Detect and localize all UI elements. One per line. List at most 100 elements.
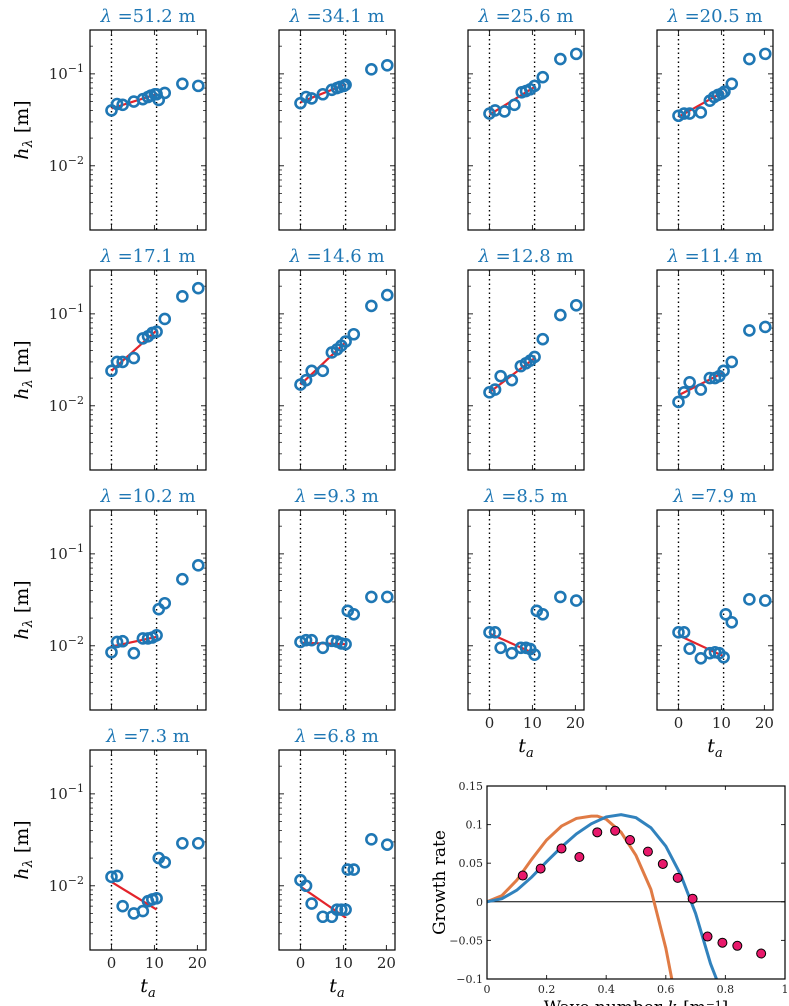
x-tick-label: 1 xyxy=(782,983,789,996)
data-point xyxy=(191,281,205,295)
y-tick-label: 10−1 xyxy=(49,302,84,323)
data-point xyxy=(158,86,172,100)
measured-point xyxy=(574,852,585,863)
data-point xyxy=(339,903,352,916)
y-tick-label: 10−2 xyxy=(49,874,84,895)
measured-point xyxy=(610,825,621,836)
data-point xyxy=(150,628,163,642)
measured-point xyxy=(517,870,528,881)
measured-point xyxy=(625,835,636,846)
x-axis-label: ta xyxy=(518,735,533,761)
panel-title: λ =34.1 m xyxy=(288,6,384,27)
data-point xyxy=(683,375,696,389)
x-axis-label: ta xyxy=(707,735,722,761)
data-point xyxy=(694,106,708,119)
panel-2: λ =34.1 m xyxy=(278,6,396,231)
x-axis-label: ta xyxy=(140,975,155,1001)
data-point xyxy=(677,626,691,639)
x-tick-label: 20 xyxy=(566,714,585,732)
y-tick-label: 0.05 xyxy=(459,857,484,870)
panel-title: λ =17.1 m xyxy=(99,246,195,267)
data-point xyxy=(158,596,172,610)
panel-title: λ =6.8 m xyxy=(294,726,379,747)
y-tick-label: 0.15 xyxy=(459,780,484,793)
data-point xyxy=(718,85,731,98)
panel-frame xyxy=(467,29,585,231)
panel-title: λ =8.5 m xyxy=(483,486,568,507)
y-tick-label: 10−1 xyxy=(49,542,84,563)
y-tick-label: −0.1 xyxy=(456,973,483,986)
data-point xyxy=(554,52,567,66)
measured-point xyxy=(732,940,743,951)
measured-point xyxy=(592,827,603,838)
y-axis-label: hλ [m] xyxy=(11,580,36,639)
data-point xyxy=(330,903,344,916)
data-point xyxy=(758,320,772,334)
x-tick-label: 0.6 xyxy=(657,983,675,996)
data-point xyxy=(152,602,166,616)
data-point xyxy=(347,607,361,621)
x-tick-label: 0.2 xyxy=(538,983,556,996)
x-tick-label: 10 xyxy=(523,714,542,732)
data-point xyxy=(505,646,519,660)
growth-curve-2 xyxy=(487,813,718,979)
panel-8: λ =11.4 m xyxy=(656,246,774,471)
data-point xyxy=(176,836,189,850)
data-point xyxy=(116,634,129,648)
y-axis-label: Growth rate xyxy=(430,830,450,935)
data-point xyxy=(299,879,313,893)
x-tick-label: 20 xyxy=(188,954,207,972)
data-point xyxy=(694,652,708,665)
measured-point xyxy=(756,948,767,959)
panel-title: λ =20.5 m xyxy=(666,6,762,27)
growth-rate-panel: −0.1 −0.05 0 0.05 0.1 0.15 0 0.2 0.4 0.6 0.8 1 Growt… xyxy=(430,780,789,1006)
measured-point xyxy=(535,863,546,874)
x-tick-label: 10 xyxy=(712,714,731,732)
data-point xyxy=(717,364,730,378)
panel-title: λ =7.3 m xyxy=(105,726,190,747)
panel-7: λ =12.8 m xyxy=(467,246,585,471)
data-point xyxy=(488,383,502,396)
data-point xyxy=(554,308,567,322)
y-tick-label: 10−1 xyxy=(49,782,84,803)
data-point xyxy=(305,633,318,647)
x-tick-label: 10 xyxy=(145,954,164,972)
panel-frame xyxy=(656,269,774,471)
x-tick-label: 20 xyxy=(377,954,396,972)
measured-point xyxy=(657,858,668,869)
x-tick-label: 0 xyxy=(107,954,117,972)
data-point xyxy=(110,635,124,649)
panel-frame xyxy=(278,29,396,231)
data-point xyxy=(725,615,739,629)
panel-13: λ =7.3 m 10−2 10−1 0 10 20 hλ [m] ta xyxy=(11,726,207,1001)
data-point xyxy=(347,327,361,341)
data-point xyxy=(743,593,756,606)
panel-5: λ =17.1 m 10−2 10−1 hλ [m] xyxy=(11,246,207,471)
panel-10: λ =9.3 m xyxy=(278,486,396,711)
data-point xyxy=(176,290,189,303)
data-point xyxy=(536,607,550,621)
y-tick-label: 10−1 xyxy=(49,62,84,83)
panel-title: λ =14.6 m xyxy=(288,246,384,267)
measured-point xyxy=(687,893,698,904)
data-point xyxy=(316,641,330,655)
measured-point xyxy=(672,872,683,883)
panel-11: λ =8.5 m 0 10 20 ta xyxy=(467,486,585,761)
data-point xyxy=(176,77,189,91)
panel-title: λ =10.2 m xyxy=(99,486,195,507)
data-point xyxy=(494,641,507,655)
data-point xyxy=(105,645,118,659)
x-tick-label: 20 xyxy=(755,714,774,732)
panel-6: λ =14.6 m xyxy=(278,246,396,471)
data-point xyxy=(136,904,150,918)
panel-12: λ =7.9 m 0 10 20 ta xyxy=(656,486,774,761)
data-point xyxy=(305,897,318,910)
panel-frame xyxy=(486,785,786,980)
data-point xyxy=(498,105,511,118)
data-point xyxy=(488,626,502,639)
data-point xyxy=(365,833,378,846)
data-point xyxy=(725,77,739,91)
panel-4: λ =20.5 m xyxy=(656,6,774,231)
data-point xyxy=(116,355,129,369)
